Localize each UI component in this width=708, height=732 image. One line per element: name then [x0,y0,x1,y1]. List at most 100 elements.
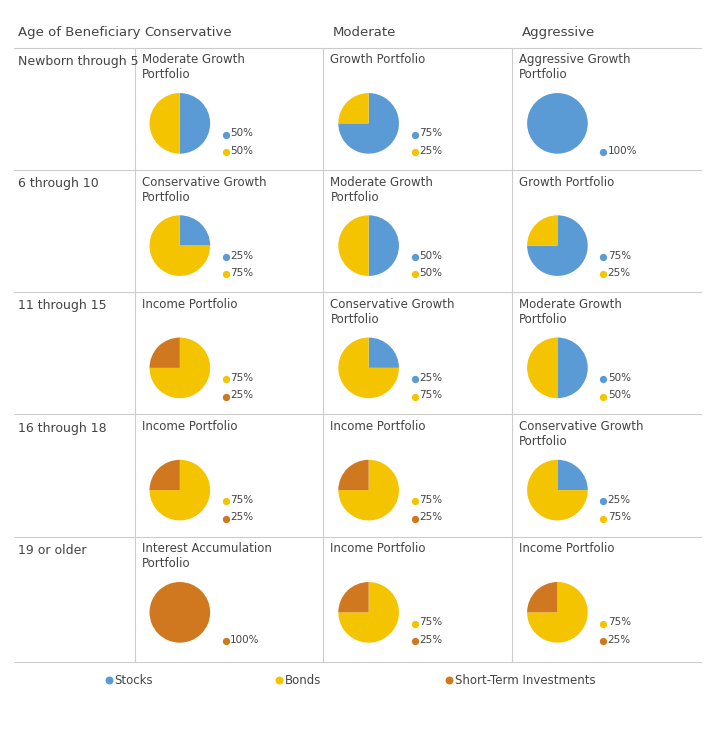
Point [598,146,609,158]
Point [409,391,421,403]
Text: 75%: 75% [607,617,631,627]
Point [443,675,455,687]
Wedge shape [338,93,369,124]
Text: 75%: 75% [419,390,442,400]
Point [220,269,232,280]
Text: 25%: 25% [607,635,631,645]
Text: 25%: 25% [607,495,631,505]
Text: Short-Term Investments: Short-Term Investments [455,673,595,687]
Point [220,635,232,647]
Point [409,513,421,525]
Text: 25%: 25% [419,635,442,645]
Text: 75%: 75% [607,512,631,523]
Point [409,251,421,263]
Text: 25%: 25% [230,512,253,523]
Point [598,496,609,507]
Point [409,146,421,158]
Wedge shape [557,337,588,398]
Text: Aggressive Growth
Portfolio: Aggressive Growth Portfolio [519,53,631,81]
Text: 50%: 50% [607,373,631,383]
Wedge shape [149,460,210,520]
Text: Income Portfolio: Income Portfolio [519,542,615,556]
Point [274,675,285,687]
Text: Income Portfolio: Income Portfolio [142,298,237,311]
Text: 75%: 75% [419,495,442,505]
Point [409,635,421,647]
Wedge shape [527,582,557,613]
Wedge shape [527,337,557,398]
Text: 11 through 15: 11 through 15 [18,299,106,313]
Text: Stocks: Stocks [115,673,154,687]
Text: Growth Portfolio: Growth Portfolio [519,176,615,189]
Wedge shape [527,93,588,154]
Point [220,391,232,403]
Text: 75%: 75% [230,495,253,505]
Wedge shape [338,460,369,490]
Point [220,129,232,141]
Point [409,373,421,385]
Text: 25%: 25% [419,512,442,523]
Text: 75%: 75% [607,250,631,261]
Wedge shape [149,582,210,643]
Text: 75%: 75% [419,128,442,138]
Text: Bonds: Bonds [285,673,321,687]
Text: 19 or older: 19 or older [18,544,86,557]
Wedge shape [369,337,399,368]
Wedge shape [338,93,399,154]
Text: Age of Beneficiary: Age of Beneficiary [18,26,140,39]
Text: 75%: 75% [230,268,253,278]
Text: Moderate: Moderate [333,26,396,39]
Text: 6 through 10: 6 through 10 [18,177,98,190]
Wedge shape [338,215,369,276]
Point [598,269,609,280]
Point [598,513,609,525]
Text: 25%: 25% [419,146,442,156]
Wedge shape [149,93,180,154]
Wedge shape [149,215,210,276]
Wedge shape [527,582,588,643]
Text: Growth Portfolio: Growth Portfolio [331,53,426,67]
Text: Moderate Growth
Portfolio: Moderate Growth Portfolio [142,53,244,81]
Wedge shape [149,460,180,490]
Point [598,251,609,263]
Wedge shape [149,337,180,368]
Wedge shape [527,215,557,246]
Text: Conservative Growth
Portfolio: Conservative Growth Portfolio [331,298,455,326]
Point [409,129,421,141]
Text: Aggressive: Aggressive [522,26,595,39]
Wedge shape [369,215,399,276]
Text: 100%: 100% [230,635,260,645]
Text: 50%: 50% [419,250,442,261]
Wedge shape [180,93,210,154]
Text: 50%: 50% [607,390,631,400]
Point [409,496,421,507]
Wedge shape [338,337,399,398]
Wedge shape [557,460,588,490]
Text: Interest Accumulation
Portfolio: Interest Accumulation Portfolio [142,542,271,570]
Point [598,373,609,385]
Text: Income Portfolio: Income Portfolio [142,420,237,433]
Point [409,618,421,630]
Wedge shape [527,460,588,520]
Text: 25%: 25% [607,268,631,278]
Point [598,391,609,403]
Text: Conservative Growth
Portfolio: Conservative Growth Portfolio [519,420,644,448]
Wedge shape [149,337,210,398]
Point [220,146,232,158]
Wedge shape [180,215,210,246]
Point [409,269,421,280]
Text: 16 through 18: 16 through 18 [18,422,106,435]
Text: 75%: 75% [419,617,442,627]
Point [220,373,232,385]
Point [598,635,609,647]
Text: Conservative: Conservative [144,26,232,39]
Point [220,513,232,525]
Text: 75%: 75% [230,373,253,383]
Text: Income Portfolio: Income Portfolio [331,420,426,433]
Point [220,496,232,507]
Text: Conservative Growth
Portfolio: Conservative Growth Portfolio [142,176,266,203]
Text: 25%: 25% [419,373,442,383]
Wedge shape [338,582,399,643]
Text: 50%: 50% [419,268,442,278]
Text: 50%: 50% [230,146,253,156]
